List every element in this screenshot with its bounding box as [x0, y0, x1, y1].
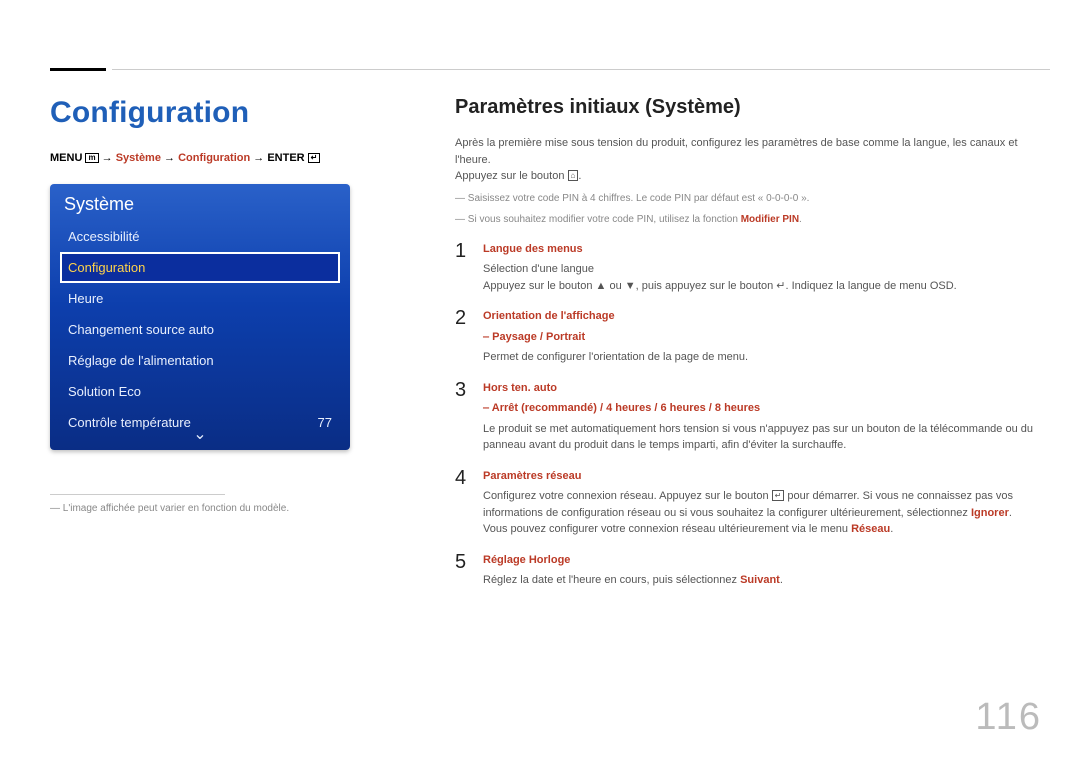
step-body-line: Réglez la date et l'heure en cours, puis… [483, 572, 1035, 589]
step: 4 Paramètres réseau Configurez votre conne… [455, 468, 1035, 538]
step-body-line: Configurez votre connexion réseau. Appuy… [483, 488, 1035, 538]
section-heading: Configuration [50, 96, 350, 130]
intro-line-2-post: . [578, 170, 581, 182]
header-rule-accent [50, 68, 106, 71]
intro-line-2: Appuyez sur le bouton ⌂. [455, 168, 1035, 185]
step: 3 Hors ten. auto ‒ Arrêt (recommandé) / 4 … [455, 380, 1035, 454]
step-body: Réglage Horloge Réglez la date et l'heure… [483, 552, 1035, 589]
step-sub-option: ‒ Arrêt (recommandé) / 4 heures / 6 heur… [483, 400, 1035, 417]
arrow-1: → [99, 152, 116, 164]
chevron-down-icon[interactable]: ⌄ [50, 424, 350, 444]
step-number: 2 [455, 308, 469, 366]
right-column: Paramètres initiaux (Système) Après la p… [455, 96, 1035, 589]
step-body: Orientation de l'affichage ‒ Paysage / Po… [483, 308, 1035, 366]
step-body-line: Appuyez sur le bouton ▲ ou ▼, puis appuy… [483, 278, 1035, 295]
osd-items: Accessibilité Configuration Heure Changemen… [50, 221, 350, 438]
dash-note: ― Saisissez votre code PIN à 4 chiffres.… [455, 191, 1035, 206]
osd-item-label: Heure [68, 291, 103, 306]
footnote-rule [50, 494, 225, 495]
step-number: 5 [455, 552, 469, 589]
osd-item-label: Accessibilité [68, 229, 140, 244]
menupath-prefix: MENU [50, 152, 85, 164]
left-column: Configuration MENU m → Système → Configu… [50, 96, 350, 514]
intro-text: Après la première mise sous tension du p… [455, 135, 1035, 185]
step-title: Paramètres réseau [483, 468, 1035, 485]
osd-title: Système [50, 184, 350, 221]
osd-item-label: Réglage de l'alimentation [68, 353, 214, 368]
step: 1 Langue des menus Sélection d'une langueA… [455, 241, 1035, 295]
osd-menu-card: Système Accessibilité Configuration Heure C… [50, 184, 350, 450]
step-body: Langue des menus Sélection d'une langueAp… [483, 241, 1035, 295]
osd-item-label: Configuration [68, 260, 145, 275]
step-title: Hors ten. auto [483, 380, 1035, 397]
menupath-enter: ENTER [267, 152, 307, 164]
step: 5 Réglage Horloge Réglez la date et l'heur… [455, 552, 1035, 589]
header-rule [112, 69, 1050, 70]
menupath-seg1: Système [116, 152, 161, 164]
step-body-line: Permet de configurer l'orientation de la… [483, 349, 1035, 366]
osd-item[interactable]: Réglage de l'alimentation [60, 345, 340, 376]
osd-item[interactable]: Changement source auto [60, 314, 340, 345]
step-body: Paramètres réseau Configurez votre connex… [483, 468, 1035, 538]
osd-item[interactable]: Solution Eco [60, 376, 340, 407]
page-number: 116 [975, 696, 1042, 739]
osd-item-label: Solution Eco [68, 384, 141, 399]
menu-path: MENU m → Système → Configuration → ENTER… [50, 152, 350, 164]
right-heading: Paramètres initiaux (Système) [455, 96, 1035, 119]
step: 2 Orientation de l'affichage ‒ Paysage / P… [455, 308, 1035, 366]
step-sub-option: ‒ Paysage / Portrait [483, 329, 1035, 346]
menupath-seg2: Configuration [178, 152, 250, 164]
step-number: 4 [455, 468, 469, 538]
step-body-line: Le produit se met automatiquement hors t… [483, 421, 1035, 454]
osd-item[interactable]: Accessibilité [60, 221, 340, 252]
step-title: Réglage Horloge [483, 552, 1035, 569]
enter-icon: ↵ [308, 153, 321, 163]
osd-item-label: Changement source auto [68, 322, 214, 337]
step-body-line: Sélection d'une langue [483, 261, 1035, 278]
step-title: Orientation de l'affichage [483, 308, 1035, 325]
menu-icon: m [85, 153, 98, 163]
step-body: Hors ten. auto ‒ Arrêt (recommandé) / 4 h… [483, 380, 1035, 454]
osd-item[interactable]: Configuration [60, 252, 340, 283]
step-number: 3 [455, 380, 469, 454]
footnote: ― L'image affichée peut varier en foncti… [50, 503, 350, 514]
osd-item[interactable]: Heure [60, 283, 340, 314]
steps-list: 1 Langue des menus Sélection d'une langueA… [455, 241, 1035, 589]
step-title: Langue des menus [483, 241, 1035, 258]
home-icon: ⌂ [568, 170, 579, 181]
dash-note: ― Si vous souhaitez modifier votre code … [455, 212, 1035, 227]
dash-notes: ― Saisissez votre code PIN à 4 chiffres.… [455, 191, 1035, 227]
intro-line-1: Après la première mise sous tension du p… [455, 135, 1035, 168]
step-number: 1 [455, 241, 469, 295]
arrow-3: → [250, 152, 267, 164]
intro-line-2-pre: Appuyez sur le bouton [455, 170, 568, 182]
arrow-2: → [161, 152, 178, 164]
